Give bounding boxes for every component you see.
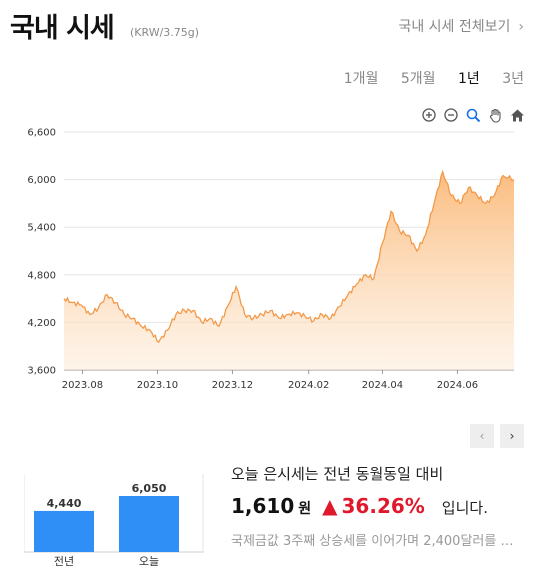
- unit-label: (KRW/3.75g): [130, 26, 200, 39]
- change-amount: 1,610: [231, 494, 295, 518]
- y-tick-label: 4,200: [27, 318, 56, 329]
- prev-button[interactable]: ‹: [470, 424, 494, 448]
- x-tick-label: 2024.04: [362, 380, 403, 391]
- summary-panel: 오늘 은시세는 전년 동월동일 대비 1,610 원 ▲ 36.26% 입니다. 국…: [231, 463, 531, 549]
- mini-bar: [119, 496, 179, 552]
- pan-hand-icon[interactable]: [486, 106, 504, 124]
- magnifier-icon[interactable]: [464, 106, 482, 124]
- y-tick-label: 5,400: [27, 223, 56, 234]
- zoom-in-icon[interactable]: [420, 106, 438, 124]
- zoom-out-icon[interactable]: [442, 106, 460, 124]
- y-tick-label: 3,600: [27, 366, 56, 377]
- currency-unit: 원: [298, 501, 312, 517]
- next-button[interactable]: ›: [500, 424, 524, 448]
- view-all-label: 국내 시세 전체보기: [398, 19, 511, 35]
- chart-toolbar: [420, 106, 526, 124]
- x-tick-label: 2023.12: [212, 380, 253, 391]
- up-arrow-icon: ▲: [322, 494, 338, 518]
- mini-bar-value: 4,440: [47, 497, 82, 510]
- price-chart[interactable]: 3,600 4,200 4,800 5,400 6,000 6,600 2023.08 20…: [0, 120, 542, 410]
- view-all-link[interactable]: 국내 시세 전체보기 ›: [398, 16, 524, 36]
- price-line: [63, 169, 515, 344]
- y-tick-label: 6,600: [27, 128, 56, 139]
- comparison-bar-chart: 4,440 전년 6,050 오늘: [24, 474, 204, 568]
- mini-bar: [34, 510, 94, 552]
- change-percent: 36.26%: [341, 494, 425, 518]
- summary-change: 1,610 원 ▲ 36.26% 입니다.: [231, 494, 531, 518]
- x-tick-label: 2023.10: [137, 380, 178, 391]
- summary-tail: 입니다.: [441, 499, 488, 517]
- tab-3-year[interactable]: 3년: [502, 71, 524, 87]
- chart-pager: ‹ ›: [470, 424, 524, 448]
- tab-1-month[interactable]: 1개월: [343, 71, 379, 87]
- period-tabs: 1개월 5개월 1년 3년: [326, 68, 524, 88]
- chevron-right-icon: ›: [518, 19, 524, 35]
- y-tick-label: 6,000: [27, 175, 56, 186]
- tab-1-year[interactable]: 1년: [457, 71, 480, 87]
- page-title: 국내 시세: [10, 13, 115, 44]
- mini-category-label: 전년: [54, 555, 74, 568]
- x-tick-label: 2023.08: [62, 380, 103, 391]
- x-tick-label: 2024.02: [288, 380, 329, 391]
- summary-intro: 오늘 은시세는 전년 동월동일 대비: [231, 465, 444, 483]
- home-icon[interactable]: [508, 106, 526, 124]
- y-tick-label: 4,800: [27, 270, 56, 281]
- header: 국내 시세 (KRW/3.75g) 국내 시세 전체보기 ›: [0, 0, 542, 50]
- tab-5-month[interactable]: 5개월: [400, 71, 436, 87]
- market-note: 국제금값 3주째 상승세를 이어가며 2,400달러를 돌파했습니다: [231, 534, 521, 549]
- price-area: [64, 171, 514, 370]
- x-tick-label: 2024.06: [437, 380, 478, 391]
- mini-bar-value: 6,050: [132, 482, 167, 495]
- mini-category-label: 오늘: [139, 555, 159, 568]
